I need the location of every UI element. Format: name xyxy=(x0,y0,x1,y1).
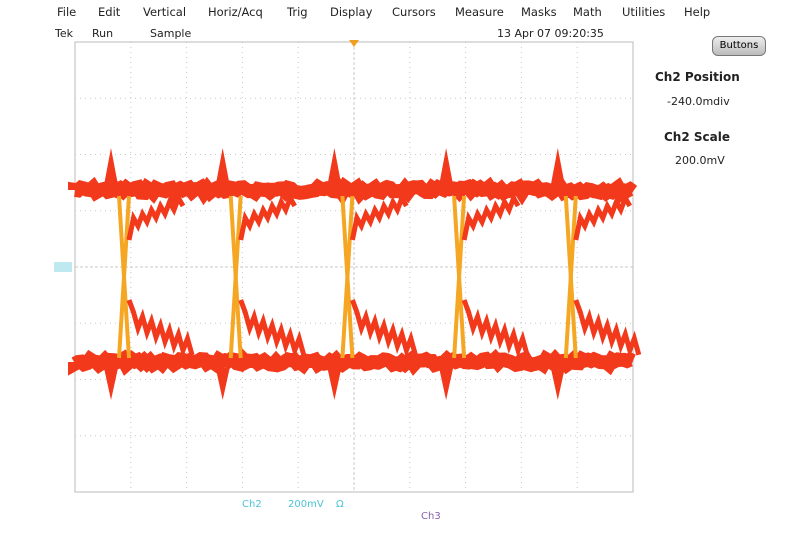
channel3-label: Ch3 xyxy=(421,511,441,522)
edge xyxy=(117,195,131,359)
spike xyxy=(550,148,565,185)
spike xyxy=(439,368,454,400)
ringing xyxy=(126,299,195,359)
menu-item[interactable]: File xyxy=(57,5,77,19)
spike xyxy=(215,148,230,185)
ringing xyxy=(350,299,418,359)
position-value: -240.0mdiv xyxy=(667,95,730,108)
spike xyxy=(104,368,118,400)
menu-item[interactable]: Measure xyxy=(455,5,504,19)
spike xyxy=(215,368,230,400)
brand: Tek xyxy=(55,27,73,40)
ringing xyxy=(461,299,530,359)
trace-high xyxy=(68,176,638,206)
trace-low xyxy=(68,347,636,376)
acq-mode: Sample xyxy=(150,27,192,40)
overshoot xyxy=(238,192,297,241)
ch-marker xyxy=(54,262,72,272)
menu-item[interactable]: Cursors xyxy=(392,5,436,19)
menu-item[interactable]: Horiz/Acq xyxy=(208,5,263,19)
menu-item[interactable]: Display xyxy=(330,5,373,19)
trigger-marker xyxy=(349,40,359,47)
run-state: Run xyxy=(92,27,114,40)
edge xyxy=(452,195,467,359)
overshoot xyxy=(126,192,186,241)
edge xyxy=(228,195,243,359)
spike xyxy=(104,148,118,185)
buttons-toggle[interactable]: Buttons xyxy=(712,36,766,56)
channel-label: Ch2 xyxy=(242,499,262,510)
spike xyxy=(439,148,454,185)
menu-item[interactable]: Trig xyxy=(287,5,308,19)
menu-item[interactable]: Vertical xyxy=(143,5,187,19)
edge xyxy=(340,195,355,359)
scale-label: Ch2 Scale xyxy=(664,130,730,144)
menu-item[interactable]: Edit xyxy=(98,5,121,19)
ringing xyxy=(238,299,307,359)
overshoot xyxy=(349,192,409,241)
ringing xyxy=(573,299,642,359)
spike xyxy=(550,368,565,400)
edge xyxy=(563,195,578,359)
datetime: 13 Apr 07 09:20:35 xyxy=(497,27,604,40)
spike xyxy=(327,368,342,400)
menu-item[interactable]: Masks xyxy=(521,5,557,19)
menu-item[interactable]: Utilities xyxy=(622,5,666,19)
spike xyxy=(327,148,342,185)
channel-scale: 200mV xyxy=(288,499,324,510)
menu-item[interactable]: Help xyxy=(684,5,711,19)
overshoot xyxy=(573,192,632,241)
menu-item[interactable]: Math xyxy=(573,5,602,19)
coupling: Ω xyxy=(336,499,344,510)
overshoot xyxy=(461,192,521,241)
position-label: Ch2 Position xyxy=(655,70,740,84)
scale-value: 200.0mV xyxy=(675,154,725,167)
